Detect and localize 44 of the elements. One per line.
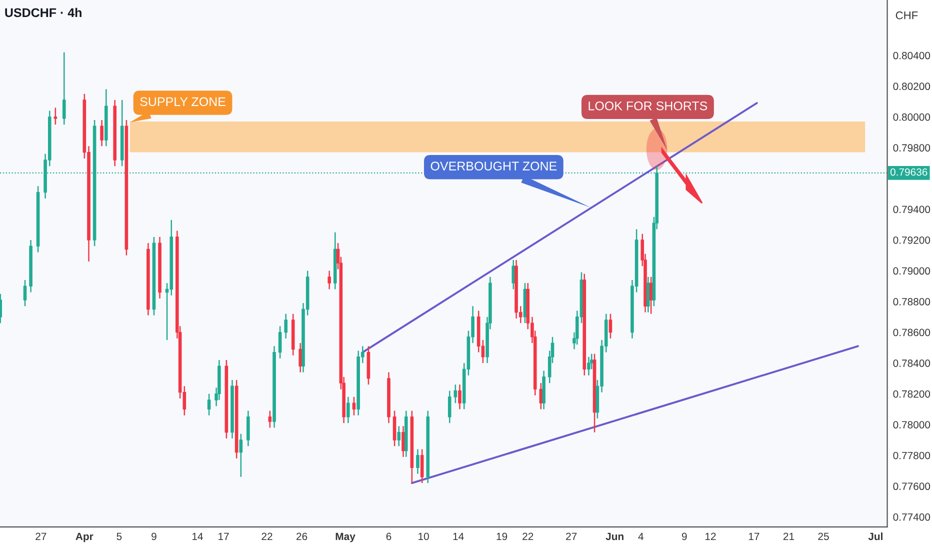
x-tick-label: 17 — [748, 532, 760, 540]
x-tick-label: 12 — [705, 532, 716, 540]
x-tick-label: 25 — [818, 532, 829, 540]
x-tick-label: 22 — [262, 532, 272, 540]
x-tick-label: Jun — [606, 532, 624, 540]
x-tick-label: 9 — [152, 532, 156, 540]
y-tick-label: 0.78600 — [893, 328, 930, 336]
ref-line-label: 0.79636 — [890, 168, 928, 176]
y-tick-label: 0.80200 — [893, 82, 930, 90]
x-tick-label: 17 — [218, 532, 229, 540]
annotation: LOOK FOR SHORTS — [588, 101, 708, 110]
x-tick-label: 27 — [566, 532, 577, 540]
x-tick-label: 27 — [36, 532, 46, 540]
x-tick-label: 5 — [116, 532, 122, 540]
y-tick-label: 0.78800 — [893, 298, 930, 306]
y-tick-label: 0.77400 — [893, 513, 930, 521]
y-tick-label: 0.80400 — [893, 52, 930, 60]
y-tick-label: 0.79800 — [893, 144, 930, 152]
x-tick-label: 19 — [496, 532, 508, 540]
x-tick-label: May — [336, 532, 356, 542]
y-tick-label: 0.77800 — [893, 452, 930, 460]
x-tick-label: 22 — [522, 532, 534, 540]
x-tick-label: 21 — [783, 532, 794, 540]
y-axis-title: CHF — [896, 11, 918, 20]
annotation: OVERBOUGHT ZONE — [430, 162, 557, 170]
y-tick-label: 0.78200 — [893, 390, 930, 398]
y-tick-label: 0.79400 — [893, 206, 930, 214]
x-tick-label: 26 — [296, 532, 308, 540]
x-tick-label: Apr — [76, 532, 94, 542]
y-tick-label: 0.79200 — [893, 236, 930, 244]
x-tick-label: 9 — [682, 532, 687, 540]
y-tick-label: 0.79000 — [893, 267, 930, 275]
x-tick-label: 6 — [386, 532, 392, 540]
y-tick-label: 0.78400 — [893, 360, 930, 367]
x-tick-label: 10 — [418, 532, 429, 540]
y-tick-label: 0.78000 — [893, 421, 930, 428]
annotation: SUPPLY ZONE — [140, 97, 226, 106]
x-tick-label: 14 — [192, 532, 203, 540]
y-tick-label: 0.77600 — [893, 482, 930, 490]
chart-title: USDCHF · 4h — [5, 8, 82, 18]
x-tick-label: 14 — [453, 532, 464, 540]
y-tick-label: 0.80000 — [893, 113, 930, 121]
x-tick-label: Jul — [868, 532, 882, 540]
x-tick-label: 4 — [638, 532, 644, 540]
